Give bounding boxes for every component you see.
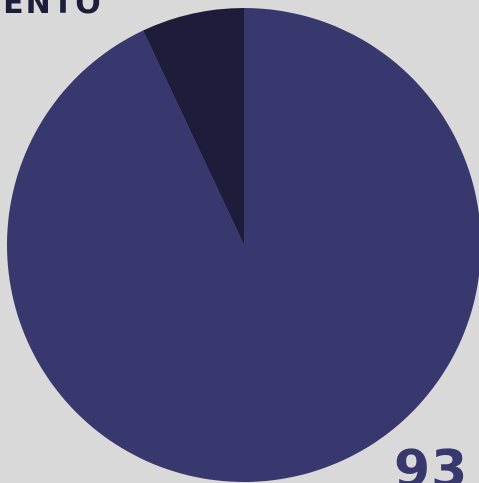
slice-value-label: 93 [394,440,469,483]
chart-title: IENTO [0,0,103,21]
pie-slice-1 [143,8,244,245]
pie-slice-0 [7,8,479,482]
